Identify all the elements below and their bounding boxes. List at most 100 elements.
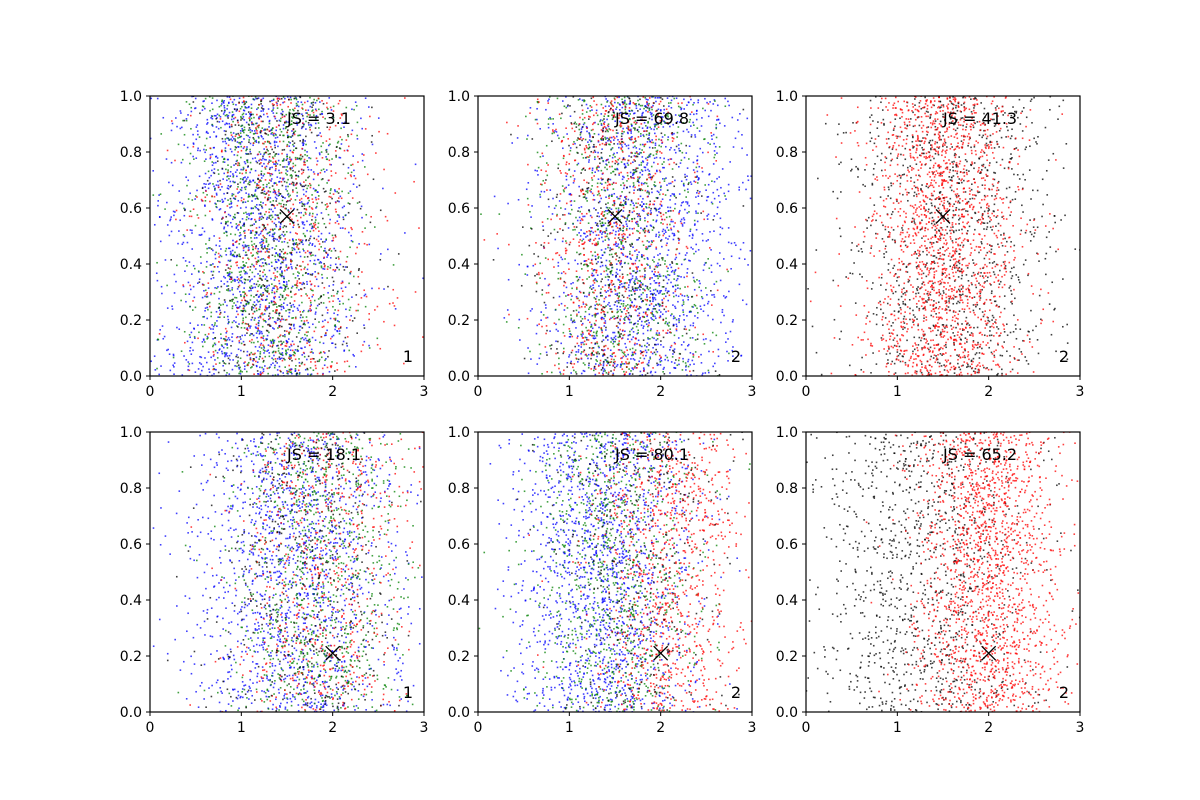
scatter-point [293,247,295,250]
scatter-point [238,238,241,241]
scatter-point [254,193,256,196]
scatter-point [347,149,349,152]
scatter-point [587,353,590,356]
scatter-point [339,263,342,266]
scatter-point [224,355,226,358]
scatter-point [678,211,680,214]
scatter-point [526,265,529,268]
scatter-point [290,177,293,179]
scatter-point [292,203,295,206]
scatter-point [202,316,204,318]
scatter-point [301,337,304,339]
scatter-point [202,191,205,194]
scatter-point [586,235,589,237]
scatter-point [255,360,257,363]
scatter-point [676,325,678,328]
scatter-point [255,251,258,254]
scatter-point [696,155,699,158]
scatter-point [297,223,300,226]
scatter-point [277,373,279,376]
scatter-point [183,144,186,146]
scatter-point [357,275,360,278]
scatter-point [695,250,697,253]
scatter-point [203,100,205,102]
scatter-point [265,210,267,213]
scatter-point [242,340,245,343]
scatter-point [309,299,312,302]
scatter-point [687,131,690,133]
scatter-point [268,315,270,317]
scatter-point [268,269,271,272]
scatter-point [328,232,331,235]
scatter-point [338,156,341,159]
scatter-point [649,283,652,285]
scatter-point [300,127,303,130]
scatter-point [218,256,220,258]
scatter-point [585,336,588,339]
scatter-point [684,254,687,256]
scatter-point [327,309,329,311]
scatter-point [250,212,252,215]
scatter-point [230,252,232,255]
scatter-point [326,268,329,270]
scatter-point [341,206,344,209]
scatter-point [302,232,305,235]
scatter-point [590,323,593,326]
scatter-point [237,356,239,359]
scatter-point [607,158,609,161]
scatter-point [274,117,277,120]
scatter-point [239,336,241,338]
scatter-point [229,299,231,302]
scatter-point [226,285,228,287]
scatter-point [653,280,656,282]
scatter-point [255,356,258,359]
scatter-point [285,310,287,312]
scatter-point [248,290,250,292]
scatter-point [242,224,244,227]
scatter-point [654,371,657,374]
scatter-point [219,348,221,350]
scatter-point [236,246,238,249]
scatter-point [705,240,708,242]
scatter-point [669,195,672,197]
scatter-point [652,289,655,291]
scatter-point [172,356,175,359]
scatter-point [540,319,542,321]
scatter-point [291,285,294,288]
scatter-point [251,333,253,335]
scatter-point [643,368,645,371]
scatter-point [698,178,700,180]
scatter-point [304,333,306,336]
scatter-point [602,363,605,365]
scatter-point [229,253,232,256]
scatter-point [666,118,669,120]
scatter-point [329,264,332,267]
scatter-point [291,267,293,270]
scatter-point [208,368,210,371]
scatter-point [280,287,283,289]
scatter-point [718,176,721,178]
scatter-point [309,126,311,129]
scatter-point [309,340,311,343]
scatter-point [303,181,305,183]
scatter-point [211,374,213,376]
scatter-point [247,111,250,113]
scatter-point [282,124,285,126]
scatter-point [239,132,242,134]
scatter-point [617,243,620,245]
scatter-point [211,117,214,120]
scatter-point [621,132,624,135]
scatter-point [240,309,242,312]
scatter-point [245,211,247,214]
scatter-point [263,246,266,248]
scatter-point [637,238,640,241]
scatter-point [610,308,613,310]
scatter-point [249,224,252,227]
scatter-point [239,294,242,296]
scatter-point [313,224,316,227]
scatter-point [274,153,277,156]
scatter-point [198,136,201,138]
scatter-point [320,151,323,153]
scatter-point [690,98,692,101]
scatter-point [278,314,281,317]
